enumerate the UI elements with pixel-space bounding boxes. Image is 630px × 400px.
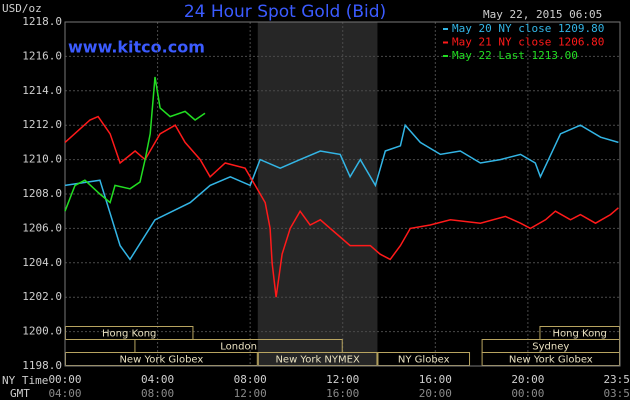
series-line: [64, 76, 206, 212]
y-tick-label: 1206.0: [22, 221, 62, 234]
x2-tick-label: 12:00: [234, 387, 267, 400]
x2-tick-label: 08:00: [141, 387, 174, 400]
x-axis-label: NY Time: [2, 374, 48, 387]
session-label: London: [220, 342, 257, 353]
x2-tick-label: 03:59: [603, 387, 630, 400]
session-label: New York Globex: [119, 355, 203, 366]
legend-label: May 22 Last 1213.00: [452, 49, 578, 62]
y-axis-label: USD/oz: [2, 2, 42, 15]
session-label: Hong Kong: [553, 329, 607, 340]
legend-label: May 20 NY close 1209.80: [452, 22, 604, 35]
chart-title: 24 Hour Spot Gold (Bid): [184, 2, 386, 22]
session-label: Sydney: [532, 342, 569, 353]
y-tick-label: 1202.0: [22, 290, 62, 303]
plot-frame: [64, 21, 621, 367]
y-tick-label: 1214.0: [22, 84, 62, 97]
y-tick-label: 1216.0: [22, 49, 62, 62]
x-tick-label: 20:00: [511, 373, 544, 386]
session-label: NY Globex: [398, 355, 450, 366]
series-line: [64, 115, 619, 298]
legend-label: May 21 NY close 1206.80: [452, 36, 604, 49]
x-tick-label: 23:59: [603, 373, 630, 386]
session-label: New York Globex: [509, 355, 593, 366]
x2-tick-label: 16:00: [326, 387, 359, 400]
date: May 22, 2015 06:05: [483, 8, 602, 21]
session-label: New York NYMEX: [275, 355, 360, 366]
y-tick-label: 1208.0: [22, 187, 62, 200]
x-tick-label: 08:00: [234, 373, 267, 386]
y-tick-label: 1212.0: [22, 118, 62, 131]
y-tick-label: 1200.0: [22, 325, 62, 338]
x2-tick-label: 20:00: [419, 387, 452, 400]
x2-axis-label: GMT: [10, 387, 30, 400]
site: www.kitco.com: [68, 38, 205, 57]
session-label: Hong Kong: [102, 329, 156, 340]
y-tick-label: 1210.0: [22, 153, 62, 166]
x-tick-label: 00:00: [48, 373, 81, 386]
x-tick-label: 04:00: [141, 373, 174, 386]
x-tick-label: 16:00: [419, 373, 452, 386]
x2-tick-label: 00:00: [511, 387, 544, 400]
y-tick-label: 1218.0: [22, 15, 62, 28]
x2-tick-label: 04:00: [48, 387, 81, 400]
series-line: [64, 123, 619, 261]
y-tick-label: 1198.0: [22, 359, 62, 372]
y-tick-label: 1204.0: [22, 256, 62, 269]
x-tick-label: 12:00: [326, 373, 359, 386]
